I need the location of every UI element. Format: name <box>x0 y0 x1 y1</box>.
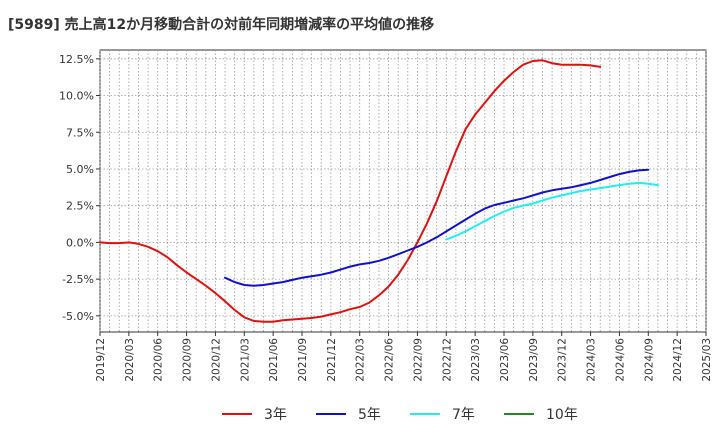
x-tick-label: 2025/03 <box>701 338 713 382</box>
x-tick-label: 2024/06 <box>614 338 626 382</box>
x-tick-label: 2019/12 <box>95 338 107 382</box>
x-tick-label: 2022/12 <box>441 338 453 382</box>
x-tick-label: 2021/09 <box>297 338 309 382</box>
y-tick-label: 10.0% <box>59 90 94 103</box>
y-tick-label: 0.0% <box>66 236 94 249</box>
x-tick-label: 2020/12 <box>210 338 222 382</box>
x-tick-label: 2022/09 <box>412 338 424 382</box>
x-tick-label: 2024/03 <box>586 338 598 382</box>
plot-area <box>99 49 707 333</box>
legend-label-10年: 10年 <box>546 407 578 423</box>
x-tick-label: 2022/03 <box>355 338 367 382</box>
x-tick-label: 2023/03 <box>470 338 482 382</box>
x-tick-label: 2021/06 <box>268 338 280 382</box>
y-tick-label: -2.5% <box>62 273 94 286</box>
x-tick-label: 2022/06 <box>384 338 396 382</box>
series-line-5年 <box>224 168 650 287</box>
series-line-7年 <box>445 181 659 241</box>
y-tick-label: 2.5% <box>66 200 94 213</box>
x-tick-label: 2024/09 <box>643 338 655 382</box>
y-tick-label: 5.0% <box>66 163 94 176</box>
y-tick-label: 12.5% <box>59 53 94 66</box>
x-tick-label: 2023/06 <box>499 338 511 382</box>
x-tick-label: 2021/12 <box>326 338 338 382</box>
x-tick-label: 2023/12 <box>557 338 569 382</box>
legend-label-3年: 3年 <box>264 407 287 423</box>
y-tick-label: -5.0% <box>62 310 94 323</box>
x-tick-label: 2021/03 <box>239 338 251 382</box>
y-tick-label: 7.5% <box>66 126 94 139</box>
series-line-3年 <box>99 59 602 323</box>
legend-label-5年: 5年 <box>358 407 381 423</box>
chart-title: [5989] 売上高12か月移動合計の対前年同期増減率の平均値の推移 <box>8 17 435 33</box>
x-tick-label: 2020/06 <box>153 338 165 382</box>
legend-label-7年: 7年 <box>452 407 475 423</box>
x-tick-label: 2020/09 <box>182 338 194 382</box>
x-tick-label: 2024/12 <box>672 338 684 382</box>
x-tick-label: 2020/03 <box>124 338 136 382</box>
x-tick-label: 2023/09 <box>528 338 540 382</box>
